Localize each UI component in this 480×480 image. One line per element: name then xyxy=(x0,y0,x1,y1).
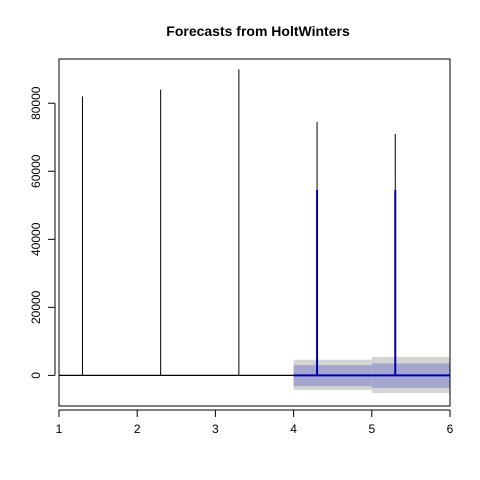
y-tick-label: 80000 xyxy=(29,86,43,120)
x-axis: 1 2 3 4 5 6 xyxy=(56,409,454,436)
chart-title: Forecasts from HoltWinters xyxy=(166,23,350,39)
x-tick-label: 4 xyxy=(290,422,297,436)
y-tick-label: 40000 xyxy=(29,222,43,256)
x-tick-label: 3 xyxy=(212,422,219,436)
x-tick-label: 2 xyxy=(134,422,141,436)
y-tick-label: 20000 xyxy=(29,290,43,324)
x-tick-label: 5 xyxy=(368,422,375,436)
x-tick-label: 1 xyxy=(56,422,63,436)
y-axis: 0 20000 40000 60000 80000 xyxy=(29,86,56,379)
forecast-series xyxy=(293,189,450,377)
y-tick-label: 60000 xyxy=(29,154,43,188)
plot-frame xyxy=(58,58,451,407)
x-tick-label: 6 xyxy=(447,422,454,436)
observed-series xyxy=(59,69,450,376)
y-tick-label: 0 xyxy=(29,372,43,379)
